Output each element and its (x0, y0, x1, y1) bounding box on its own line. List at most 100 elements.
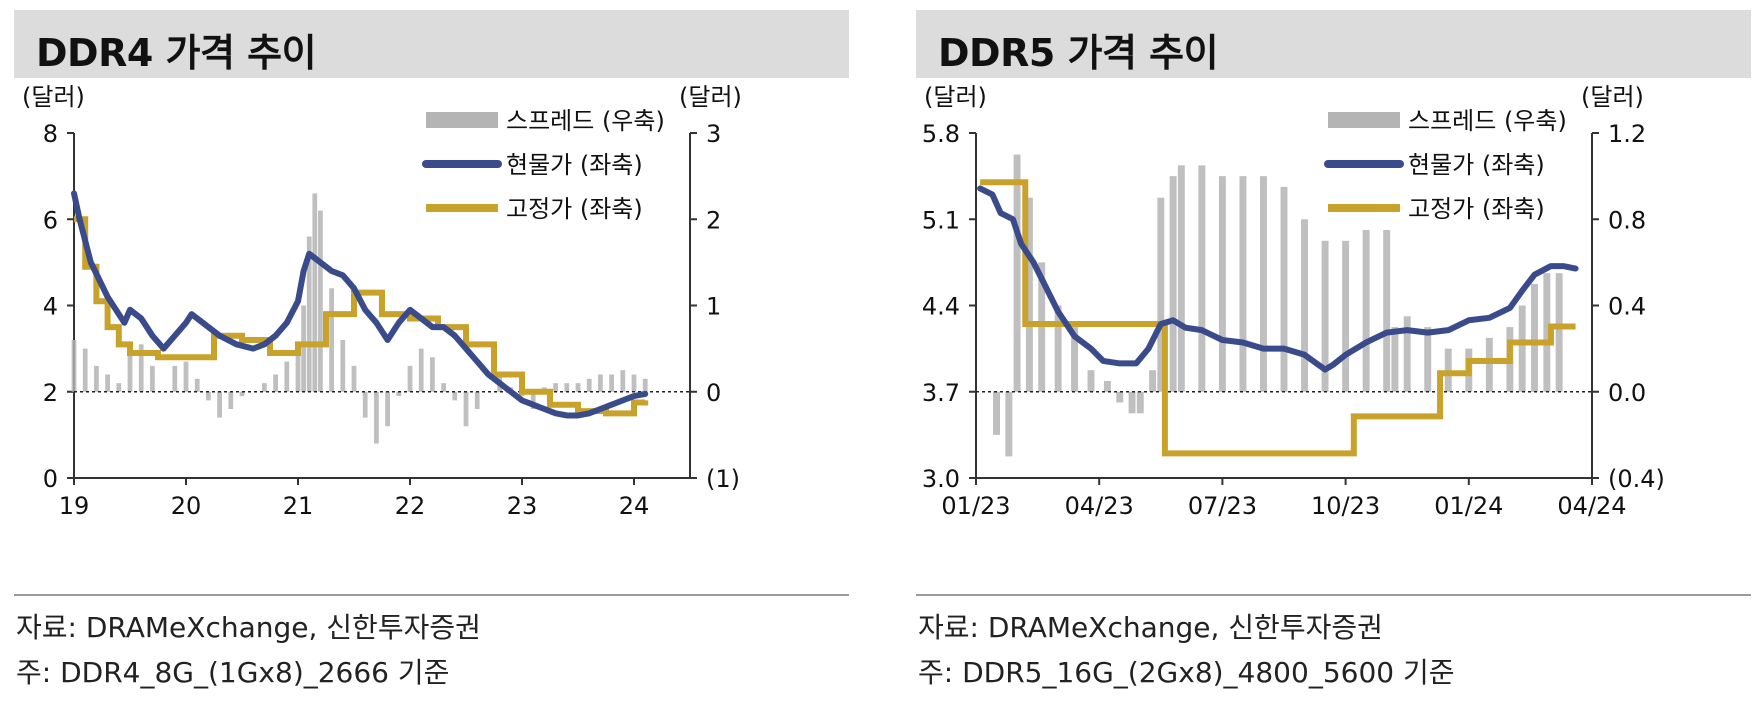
spread-bar (642, 378, 648, 392)
spread-bar (1531, 283, 1538, 392)
spread-bar (273, 374, 278, 392)
spread-bar (312, 193, 318, 392)
spread-bar (609, 374, 614, 392)
x-tick-label: 04/23 (1065, 492, 1134, 520)
x-tick-label: 21 (283, 492, 314, 520)
ddr5-source-note: 자료: DRAMeXchange, 신한투자증권 (918, 611, 1383, 644)
fixed-price-line (980, 179, 1576, 457)
spread-bar (1555, 273, 1563, 392)
ddr5-title: DDR5 가격 추이 (938, 31, 1219, 75)
right-tick-label: (0.4) (1608, 465, 1665, 493)
spread-bar (1424, 327, 1432, 392)
right-tick-label: 0 (706, 379, 721, 407)
spread-bar (1071, 327, 1079, 392)
ddr5-divider (916, 594, 1751, 596)
left-axis-unit: (달러) (924, 83, 987, 111)
ddr5-panel: DDR5 가격 추이 (달러) (달러) 5.8 5.1 4.4 3.7 3.0 1.2 0.8… (916, 0, 1762, 711)
right-tick-label: 0.8 (1608, 206, 1646, 234)
spread-bar (116, 383, 122, 392)
left-tick-label: 5.8 (922, 120, 960, 148)
right-tick-label: 3 (706, 120, 721, 148)
x-tick-label: 10/23 (1311, 492, 1380, 520)
spread-bar (295, 348, 301, 392)
spread-bar (374, 391, 379, 444)
spread-bar (575, 383, 581, 392)
legend-spread-swatch (426, 112, 498, 128)
spread-bar (1383, 230, 1391, 392)
spread-bar (1103, 380, 1111, 392)
spread-bar (418, 348, 424, 392)
spread-bar (284, 361, 290, 392)
x-tick-label: 04/24 (1557, 492, 1626, 520)
spread-bar (631, 374, 637, 392)
spread-bar (301, 305, 306, 392)
spread-bar (206, 391, 211, 401)
spread-bar (239, 391, 245, 397)
left-tick-label: 5.1 (922, 206, 960, 234)
spread-bar (1543, 273, 1551, 392)
fixed-price-line (74, 216, 649, 417)
legend-spot-label: 현물가 (좌축) (1408, 151, 1545, 179)
spread-bar (1518, 305, 1526, 392)
spread-bar (1259, 176, 1267, 392)
spread-bar (1025, 197, 1033, 392)
legend-fixed-label: 고정가 (좌축) (506, 195, 643, 223)
spread-bar (1198, 165, 1206, 392)
spread-bar (1013, 154, 1021, 392)
spread-bar (306, 236, 312, 392)
legend-spread-swatch (1328, 112, 1400, 128)
spread-bar (474, 391, 480, 409)
spread-bar (340, 340, 346, 392)
spread-bar (262, 383, 267, 392)
right-tick-label: 0.4 (1608, 293, 1646, 321)
left-tick-label: 6 (43, 206, 58, 234)
ddr4-panel: DDR4 가격 추이 (달러) (달러) 8 6 4 2 0 3 2 1 0 (1) 19 20 21 22 2… (14, 0, 864, 711)
spread-bar (1403, 316, 1411, 392)
spread-bar (1087, 370, 1095, 392)
spread-bar (586, 378, 592, 392)
spread-bar (94, 365, 99, 392)
x-tick-label: 01/24 (1434, 492, 1503, 520)
spot-price-line (977, 185, 1579, 373)
x-tick-label: 23 (507, 492, 538, 520)
right-tick-label: (1) (706, 465, 740, 493)
spread-bar (385, 391, 390, 427)
left-tick-label: 2 (43, 379, 58, 407)
right-axis-unit: (달러) (679, 83, 742, 111)
spread-bar (150, 365, 155, 392)
spread-bar (463, 391, 469, 427)
spread-bar (194, 378, 200, 392)
left-tick-label: 3.7 (922, 379, 960, 407)
spread-bar (351, 365, 357, 392)
spread-bar (1169, 176, 1177, 392)
x-tick-label: 22 (395, 492, 426, 520)
left-tick-label: 4 (43, 293, 58, 321)
spread-bar (1321, 240, 1329, 392)
spread-bar (441, 383, 446, 392)
spot-price-line (71, 190, 649, 419)
legend-spread-label: 스프레드 (우축) (1408, 107, 1567, 135)
x-tick-label: 19 (59, 492, 90, 520)
right-tick-label: 0.0 (1608, 379, 1646, 407)
spread-bar (318, 210, 323, 392)
spread-bar (329, 288, 334, 392)
left-tick-label: 8 (43, 120, 58, 148)
spread-bar (1391, 327, 1399, 392)
spread-bar (183, 361, 189, 392)
spread-bar (1239, 176, 1247, 392)
left-axis-unit: (달러) (22, 83, 85, 111)
spread-bar (1177, 165, 1185, 392)
spread-bar (105, 374, 110, 392)
right-tick-label: 1.2 (1608, 120, 1646, 148)
spread-bar (362, 391, 368, 418)
left-tick-label: 3.0 (922, 465, 960, 493)
spread-bar (407, 365, 413, 392)
spread-bar (138, 344, 144, 392)
spread-bar (228, 391, 234, 409)
ddr4-basis-note: 주: DDR4_8G_(1Gx8)_2666 기준 (16, 656, 450, 689)
spread-bar (993, 391, 1001, 435)
ddr4-source-note: 자료: DRAMeXchange, 신한투자증권 (16, 611, 481, 644)
spread-bar (620, 370, 626, 392)
spread-bar (553, 383, 558, 392)
